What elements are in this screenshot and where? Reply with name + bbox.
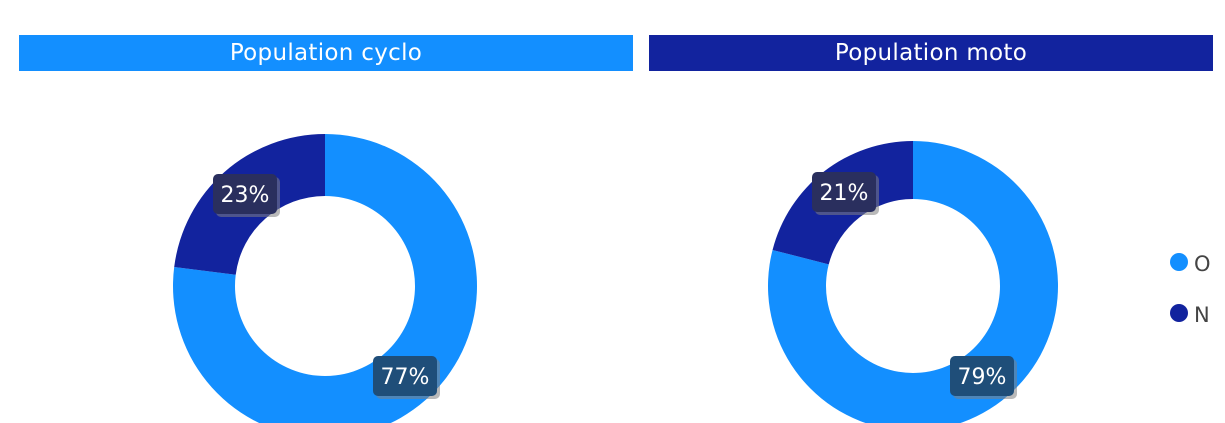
donut-chart-cyclo: 77% 23% — [173, 134, 477, 423]
data-label-n: 21% — [812, 172, 879, 215]
data-label-o: 79% — [950, 356, 1017, 399]
chart-title-cyclo: Population cyclo — [19, 35, 633, 71]
data-label-text: 77% — [381, 365, 430, 390]
data-label-bg — [950, 356, 1014, 396]
legend-marker-n — [1170, 304, 1188, 322]
data-label-text: 23% — [221, 183, 270, 208]
legend-label-o: O — [1194, 252, 1211, 276]
data-label-text: 79% — [958, 365, 1007, 390]
data-label-bg — [213, 174, 277, 214]
slice-o[interactable] — [173, 134, 477, 423]
donut-chart-moto: 79% 21% — [768, 141, 1058, 423]
data-label-bg — [373, 356, 437, 396]
data-label-o: 77% — [373, 356, 440, 399]
slice-o[interactable] — [768, 141, 1058, 423]
data-label-n: 23% — [213, 174, 280, 217]
chart-title-moto: Population moto — [649, 35, 1213, 71]
legend: O N — [1170, 252, 1211, 327]
data-label-bg — [812, 172, 876, 212]
data-label-text: 21% — [820, 181, 869, 206]
legend-label-n: N — [1194, 303, 1210, 327]
legend-marker-o — [1170, 253, 1188, 271]
